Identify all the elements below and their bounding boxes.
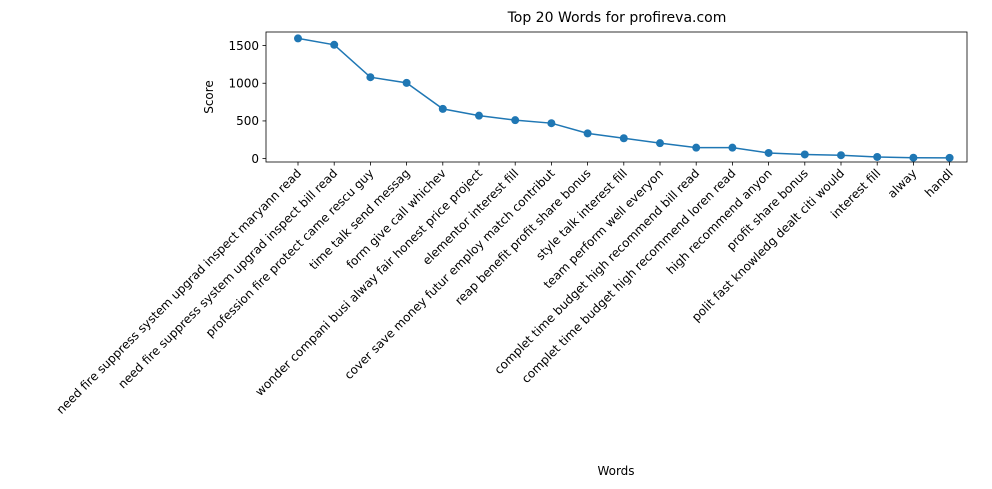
x-axis-title: Words	[597, 464, 634, 478]
data-point	[511, 116, 520, 125]
data-point	[728, 143, 737, 152]
data-point	[330, 40, 339, 49]
plot-area: 0 500 1000 1500 need fire suppress system up…	[54, 34, 956, 417]
data-point	[402, 78, 411, 87]
data-point	[475, 111, 483, 120]
data-point	[909, 153, 918, 162]
data-point	[547, 119, 556, 128]
data-point	[692, 143, 701, 152]
y-tick-label: 1500	[228, 39, 259, 53]
data-point	[837, 151, 845, 160]
data-point	[945, 153, 954, 162]
data-point	[366, 73, 375, 82]
y-axis-title: Score	[202, 80, 216, 114]
data-point	[619, 134, 628, 143]
data-point	[764, 148, 773, 157]
chart-title: Top 20 Words for profireva.com	[507, 10, 727, 26]
y-tick-label: 1000	[228, 77, 259, 91]
data-point	[873, 152, 882, 161]
x-tick-label: alway	[885, 166, 920, 201]
data-point	[800, 150, 809, 159]
data-point	[656, 139, 664, 148]
x-tick-label: need fire suppress system upgrad inspect…	[115, 166, 340, 391]
y-tick-label: 0	[251, 152, 259, 166]
x-tick-label: handl	[922, 166, 956, 200]
data-point	[583, 129, 592, 138]
x-tick-label: profession fire protect came rescu guy	[203, 166, 377, 340]
data-point	[438, 104, 447, 113]
data-point	[294, 34, 302, 43]
plot-frame	[265, 31, 968, 163]
y-tick-label: 500	[236, 114, 259, 128]
